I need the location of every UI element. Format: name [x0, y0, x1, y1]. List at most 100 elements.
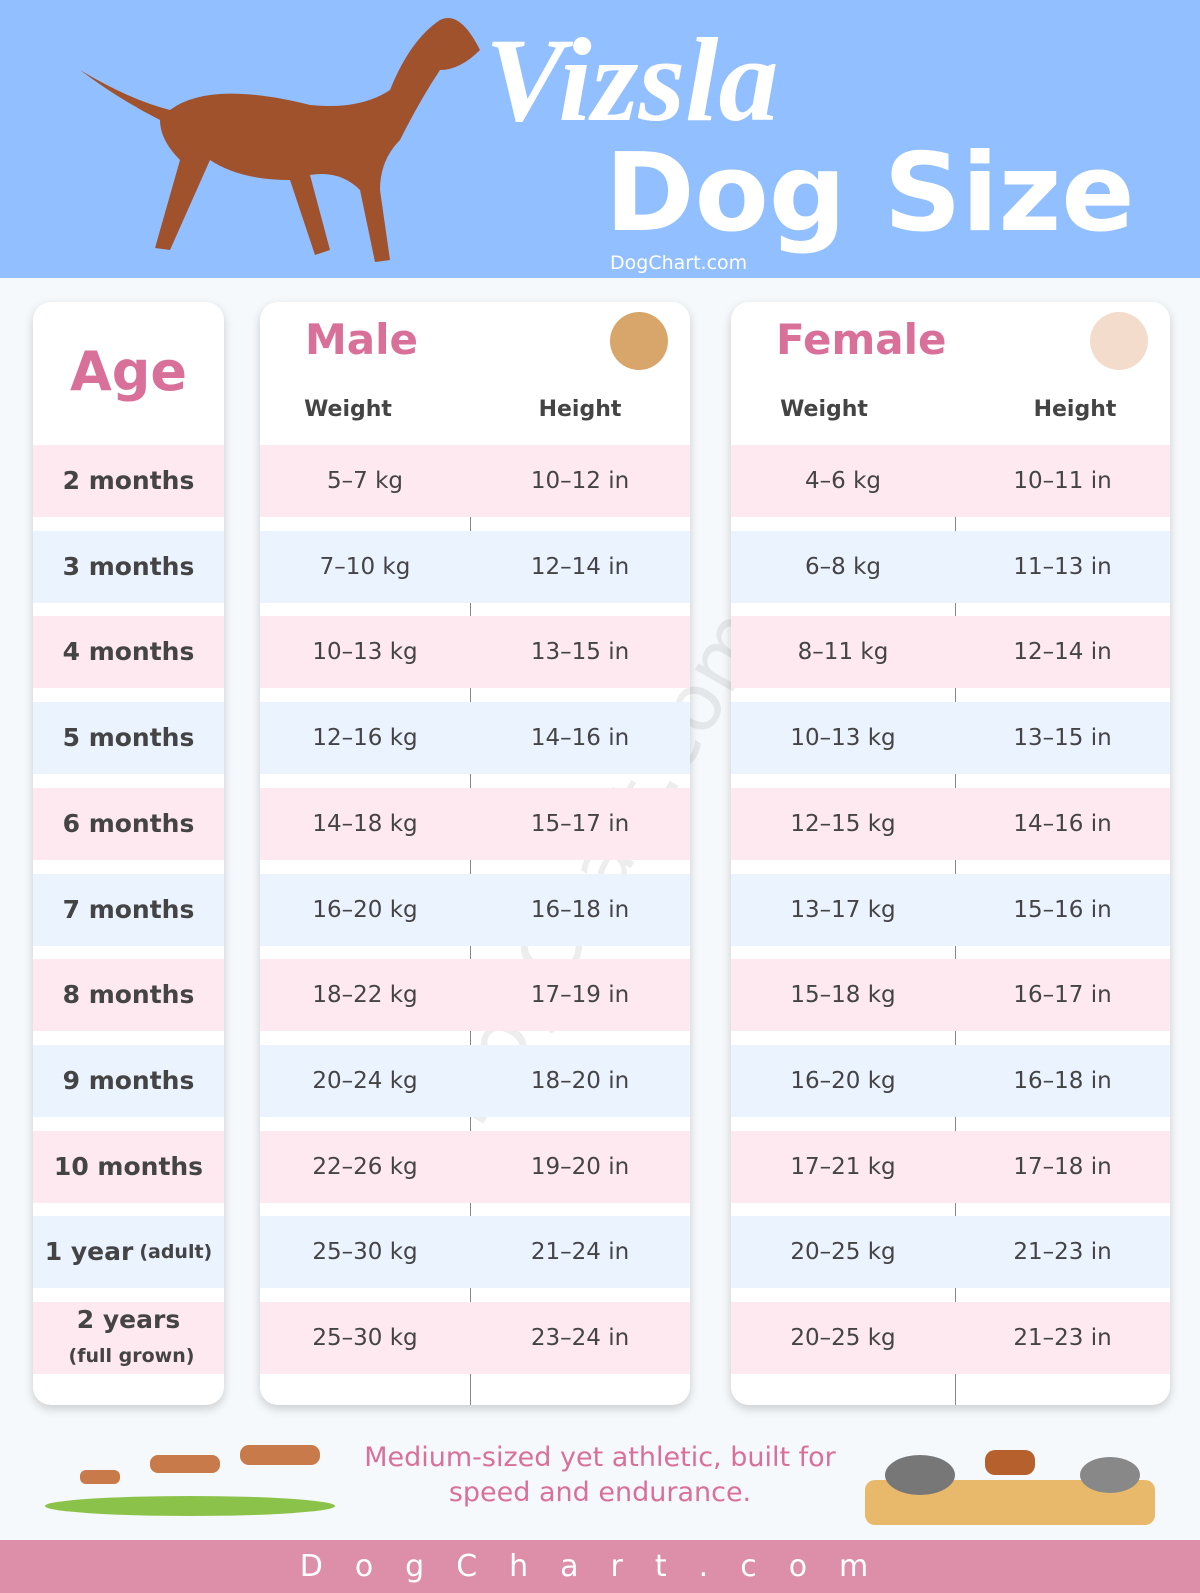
age: 7 months	[62, 894, 195, 924]
value-cell: 12–14 in	[1013, 639, 1112, 666]
value-cell: 15–16 in	[1013, 896, 1112, 923]
dog-illustration	[80, 18, 480, 262]
value-cell: 10–13 kg	[312, 639, 418, 666]
age: 9 months	[62, 1065, 195, 1095]
row-band	[260, 959, 690, 1032]
age: 3 months	[62, 551, 195, 581]
value-cell: 6–8 kg	[805, 553, 881, 580]
dog-face	[1090, 312, 1148, 370]
value-cell: 8–11 kg	[797, 639, 889, 666]
row-band	[260, 702, 690, 775]
tagline: Medium-sized yet athletic, built for spe…	[364, 1442, 836, 1508]
header: Vizsla Dog Size DogChart.com	[0, 0, 1200, 278]
column-header: Height	[1033, 397, 1117, 422]
row-band	[731, 1044, 1170, 1117]
value-cell: 18–20 in	[530, 1067, 630, 1094]
row-band	[260, 873, 690, 946]
age-cell: 5 months	[33, 702, 224, 775]
value-cell: 21–24 in	[530, 1239, 630, 1266]
age-cell: 9 months	[33, 1044, 224, 1117]
age-cell: 6 months	[33, 787, 224, 860]
row-band	[731, 445, 1170, 517]
age-header: Age	[69, 340, 188, 403]
row-band	[731, 1130, 1170, 1203]
value-cell: 14–16 in	[1013, 810, 1112, 837]
row-band	[260, 1044, 690, 1117]
value-cell: 10–12 in	[530, 468, 630, 494]
value-cell: 7–10 kg	[319, 553, 411, 580]
value-cell: 16–20 kg	[790, 1067, 896, 1094]
row-band	[260, 530, 690, 603]
value-cell: 10–11 in	[1013, 468, 1112, 494]
value-cell: 15–17 in	[530, 810, 630, 837]
age-cell: 2 months	[33, 445, 224, 517]
row-band	[731, 616, 1170, 689]
row-band	[731, 873, 1170, 946]
value-cell: 15–18 kg	[790, 982, 896, 1009]
value-cell: 13–17 kg	[790, 896, 896, 923]
age-cell: 7 months	[33, 873, 224, 946]
age-cell: 2 years (full grown)	[33, 1302, 224, 1374]
growth-illustration	[45, 1445, 335, 1516]
value-cell: 14–18 kg	[312, 810, 418, 837]
row-band	[731, 787, 1170, 860]
age: 10 months	[53, 1151, 204, 1181]
column-header: Height	[538, 397, 622, 422]
age: 8 months	[62, 980, 195, 1010]
row-band	[731, 1216, 1170, 1289]
row-band	[260, 787, 690, 860]
value-cell: 20–25 kg	[790, 1325, 896, 1351]
value-cell: 25–30 kg	[312, 1239, 418, 1266]
column-header: Weight	[780, 397, 868, 422]
value-cell: 21–23 in	[1013, 1239, 1112, 1266]
value-cell: 25–30 kg	[312, 1325, 418, 1351]
title: Vizsla	[485, 13, 779, 146]
row-band	[260, 1130, 690, 1203]
row-band	[731, 530, 1170, 603]
value-cell: 12–15 kg	[790, 810, 896, 837]
group-header: Male	[305, 315, 419, 364]
age: 1 year	[44, 1237, 134, 1267]
age-cell: 8 months	[33, 959, 224, 1032]
row-band	[731, 1302, 1170, 1374]
value-cell: 12–14 in	[530, 553, 630, 580]
value-cell: 17–19 in	[530, 982, 630, 1009]
value-cell: 12–16 kg	[312, 725, 418, 752]
value-cell: 16–18 in	[1013, 1067, 1112, 1094]
value-cell: 18–22 kg	[312, 982, 418, 1009]
value-cell: 17–21 kg	[790, 1153, 896, 1180]
age-cell: 3 months	[33, 530, 224, 603]
column-header: Weight	[304, 397, 392, 422]
value-cell: 5–7 kg	[327, 468, 403, 494]
row-band	[260, 616, 690, 689]
value-cell: 17–18 in	[1013, 1153, 1112, 1180]
value-cell: 19–20 in	[530, 1153, 630, 1180]
row-band	[260, 445, 690, 517]
value-cell: 16–17 in	[1013, 982, 1112, 1009]
footer-bar: DogChart.com	[0, 1540, 1200, 1593]
row-band	[260, 1302, 690, 1374]
value-cell: 20–24 kg	[312, 1067, 418, 1094]
value-cell: 21–23 in	[1013, 1325, 1112, 1351]
value-cell: 14–16 in	[530, 725, 630, 752]
value-cell: 10–13 kg	[790, 725, 896, 752]
age-note: (full grown)	[68, 1345, 195, 1367]
age: 6 months	[62, 808, 195, 838]
age-note: (adult)	[139, 1241, 213, 1264]
value-cell: 11–13 in	[1013, 553, 1112, 580]
row-band	[731, 959, 1170, 1032]
value-cell: 4–6 kg	[805, 468, 881, 494]
age: 2 months	[62, 466, 195, 495]
value-cell: 16–18 in	[530, 896, 630, 923]
dog-face	[610, 312, 668, 370]
value-cell: 13–15 in	[530, 639, 630, 666]
age-cell: 4 months	[33, 616, 224, 689]
age: 4 months	[62, 637, 195, 667]
site-label: DogChart.com	[610, 252, 748, 274]
age: 5 months	[62, 723, 195, 753]
age-cell: 10 months	[33, 1130, 224, 1203]
value-cell: 16–20 kg	[312, 896, 418, 923]
row-band	[731, 702, 1170, 775]
